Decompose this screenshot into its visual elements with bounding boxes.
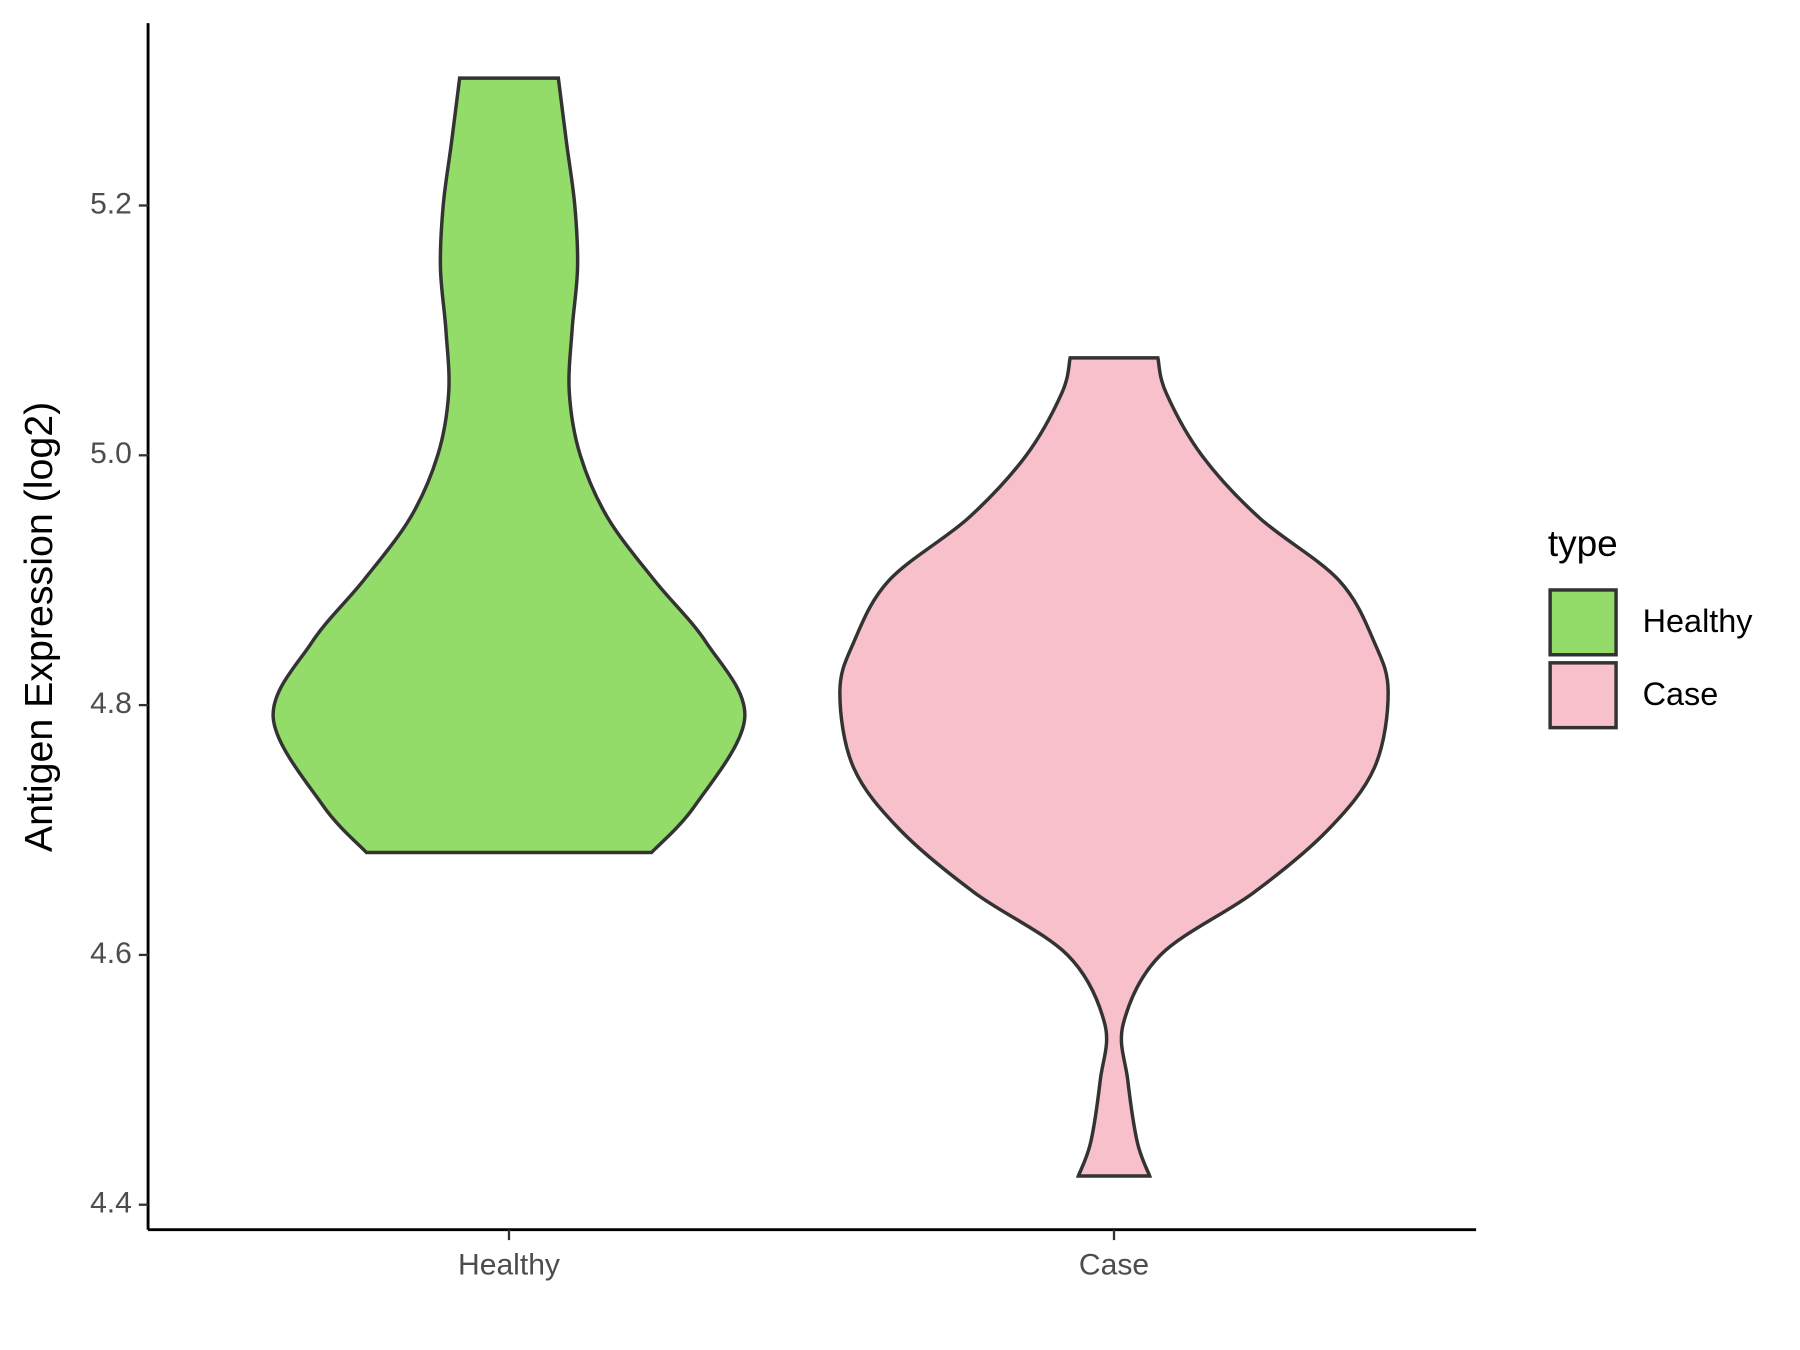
y-tick-label: 4.4 — [90, 1187, 132, 1220]
y-tick-label: 4.8 — [90, 687, 132, 720]
legend-label: Case — [1643, 676, 1719, 712]
violin — [838, 356, 1390, 1178]
y-tick-label: 5.0 — [90, 437, 132, 470]
x-tick-label: Healthy — [458, 1249, 560, 1282]
legend-key — [1548, 661, 1618, 730]
legend-key — [1548, 588, 1618, 657]
y-tick-label: 5.2 — [90, 187, 132, 220]
legend-title: type — [1548, 522, 1618, 564]
violin — [271, 76, 747, 855]
y-axis-title: Antigen Expression (log2) — [17, 402, 61, 852]
legend-label: Healthy — [1643, 603, 1754, 639]
x-tick-label: Case — [1079, 1249, 1149, 1282]
y-tick-label: 4.6 — [90, 937, 132, 970]
